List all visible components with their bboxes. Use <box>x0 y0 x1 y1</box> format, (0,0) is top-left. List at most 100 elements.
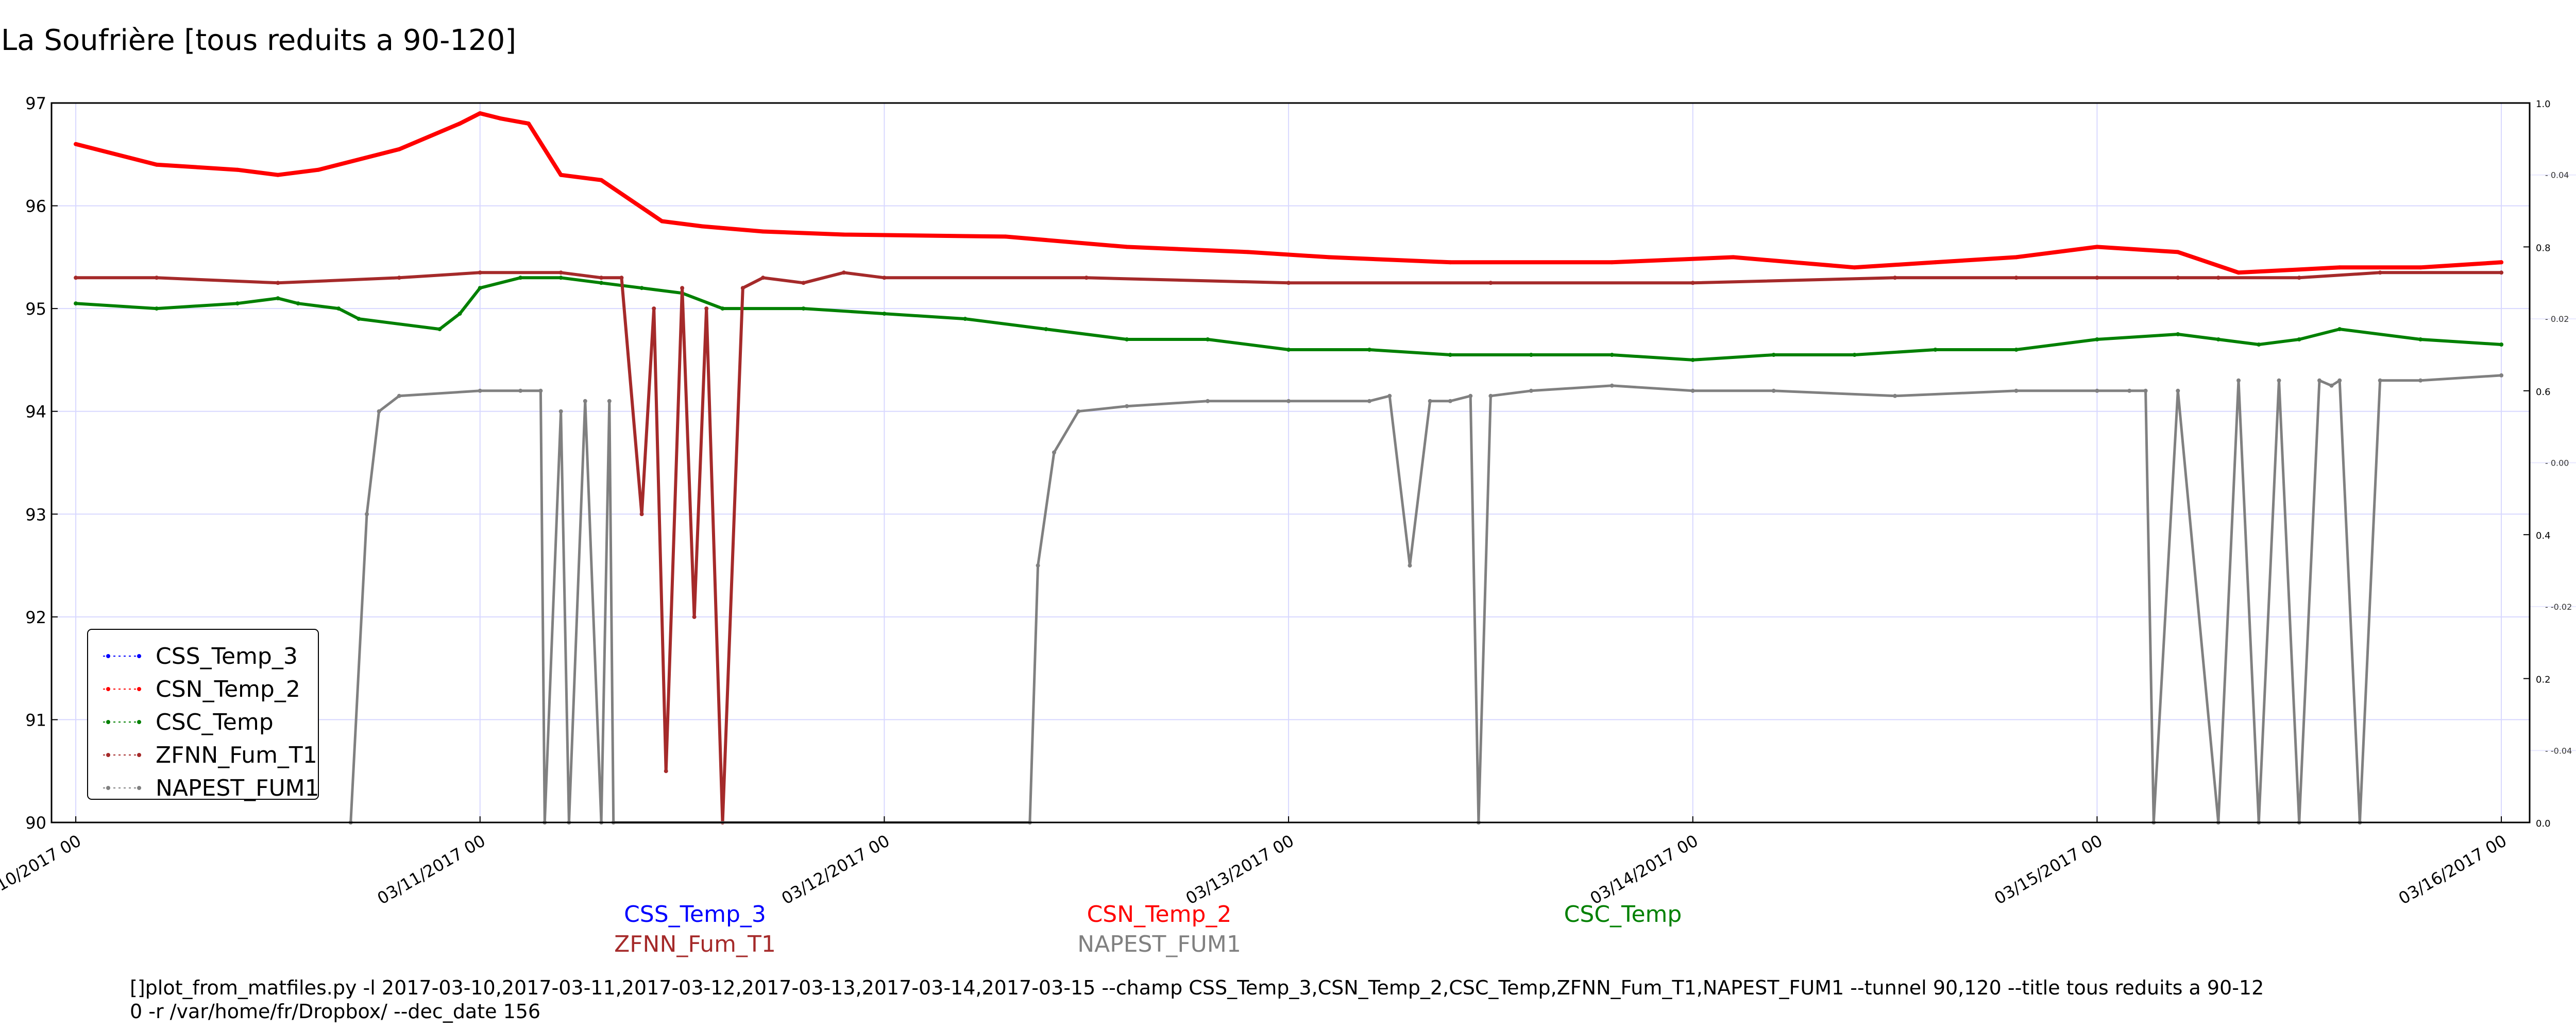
data-point <box>2317 378 2321 383</box>
legend-label: NAPEST_FUM1 <box>156 775 319 801</box>
series-line-NAPEST_FUM1 <box>349 374 2503 824</box>
data-point <box>1448 353 1452 357</box>
legend-label: CSC_Temp <box>156 709 274 735</box>
bottom-label: CSS_Temp_3 <box>624 901 766 928</box>
data-point <box>1246 250 1250 254</box>
data-point <box>1690 357 1695 362</box>
command-line-1: []plot_from_matfiles.py -l 2017-03-10,20… <box>130 976 2264 999</box>
data-point <box>2418 337 2423 341</box>
data-point <box>664 769 668 774</box>
legend-label: CSN_Temp_2 <box>156 676 300 702</box>
data-point <box>74 301 78 306</box>
data-point <box>1327 255 1331 260</box>
data-point <box>2499 342 2504 347</box>
data-point <box>357 317 361 321</box>
data-point <box>2095 337 2099 341</box>
legend: CSS_Temp_3 CSN_Temp_2 CSC_Temp ZFNN_Fum_T1 N… <box>87 629 319 801</box>
data-point <box>336 306 341 311</box>
legend-marker <box>137 720 141 724</box>
bottom-label: ZFNN_Fum_T1 <box>614 931 776 957</box>
y-axis-right: 0.0 0.2 0.4 0.6 0.8 1.0 - -0.04 - -0.02 - 0.00 - … <box>2523 99 2572 829</box>
y-tick-label: 91 <box>25 710 46 730</box>
data-point <box>558 270 563 275</box>
data-point <box>599 178 604 182</box>
legend-marker <box>106 753 110 757</box>
data-point <box>2095 388 2099 393</box>
data-point <box>1448 260 1452 265</box>
legend-label: CSS_Temp_3 <box>156 643 298 670</box>
data-point <box>639 286 644 290</box>
x-tick-label: 03/14/2017 00 <box>1587 831 1702 908</box>
x-tick-label: 03/15/2017 00 <box>1991 831 2106 908</box>
data-point <box>2095 245 2099 249</box>
series-line-CSN_Temp_2 <box>74 111 2504 275</box>
data-point <box>498 116 502 121</box>
data-point <box>2337 327 2342 332</box>
plot-frame <box>50 102 2531 823</box>
data-point <box>1893 393 1897 398</box>
bottom-label: CSC_Temp <box>1564 901 1682 928</box>
x-axis: 03/10/2017 00 03/11/2017 00 03/12/2017 00 0… <box>0 816 2510 908</box>
data-point <box>2176 388 2180 393</box>
data-point <box>1206 337 1210 341</box>
data-point <box>437 327 442 332</box>
data-point <box>558 173 563 177</box>
data-point <box>1408 563 1412 568</box>
data-point <box>1125 245 1129 249</box>
data-point <box>1690 388 1695 393</box>
data-point <box>2095 276 2099 280</box>
data-point <box>478 111 482 115</box>
data-point <box>2176 276 2180 280</box>
y-tick-label: 93 <box>25 505 46 524</box>
legend-marker <box>106 720 110 724</box>
data-point <box>1428 399 1432 403</box>
command-line-2: 0 -r /var/home/fr/Dropbox/ --dec_date 15… <box>130 1000 541 1023</box>
legend-marker <box>137 786 141 790</box>
data-point <box>1125 404 1129 408</box>
data-point <box>841 270 846 275</box>
data-point <box>2378 270 2382 275</box>
data-point <box>963 317 968 321</box>
data-point <box>2297 337 2301 341</box>
data-point <box>700 224 705 229</box>
data-point <box>558 276 563 280</box>
data-point <box>1690 281 1695 285</box>
data-point <box>1468 393 1473 398</box>
legend-marker <box>137 687 141 691</box>
data-point <box>2014 348 2019 352</box>
data-point <box>1609 260 1614 265</box>
data-point <box>2378 378 2382 383</box>
data-point <box>1367 399 1371 403</box>
command-line-text: []plot_from_matfiles.py -l 2017-03-10,20… <box>130 976 2264 1023</box>
data-point <box>607 399 612 403</box>
data-point <box>518 276 523 280</box>
y3-tick-label: - 0.04 <box>2545 170 2569 180</box>
data-point <box>2499 270 2504 275</box>
bottom-label: CSN_Temp_2 <box>1087 901 1232 928</box>
data-point <box>365 512 369 517</box>
data-point <box>583 399 587 403</box>
data-point <box>761 276 765 280</box>
series-line-CSC_Temp <box>74 276 2503 362</box>
data-point <box>1125 337 1129 341</box>
data-point <box>1387 393 1392 398</box>
data-point <box>1933 348 1938 352</box>
data-point <box>659 219 664 224</box>
data-point <box>1609 353 1614 357</box>
x-tick-label: 03/16/2017 00 <box>2395 831 2510 908</box>
data-point <box>457 312 462 316</box>
data-point <box>1286 281 1291 285</box>
data-point <box>841 232 846 237</box>
data-point <box>1084 276 1089 280</box>
data-point <box>1367 348 1371 352</box>
data-point <box>397 276 401 280</box>
x-tick-label: 03/13/2017 00 <box>1182 831 1297 908</box>
data-point <box>2418 265 2423 270</box>
y2-tick-label: 0.8 <box>2536 243 2551 253</box>
data-point <box>2127 388 2132 393</box>
y-tick-label: 94 <box>25 402 46 422</box>
data-point <box>1488 281 1493 285</box>
y3-tick-label: - -0.02 <box>2545 602 2572 612</box>
data-point <box>155 306 159 311</box>
